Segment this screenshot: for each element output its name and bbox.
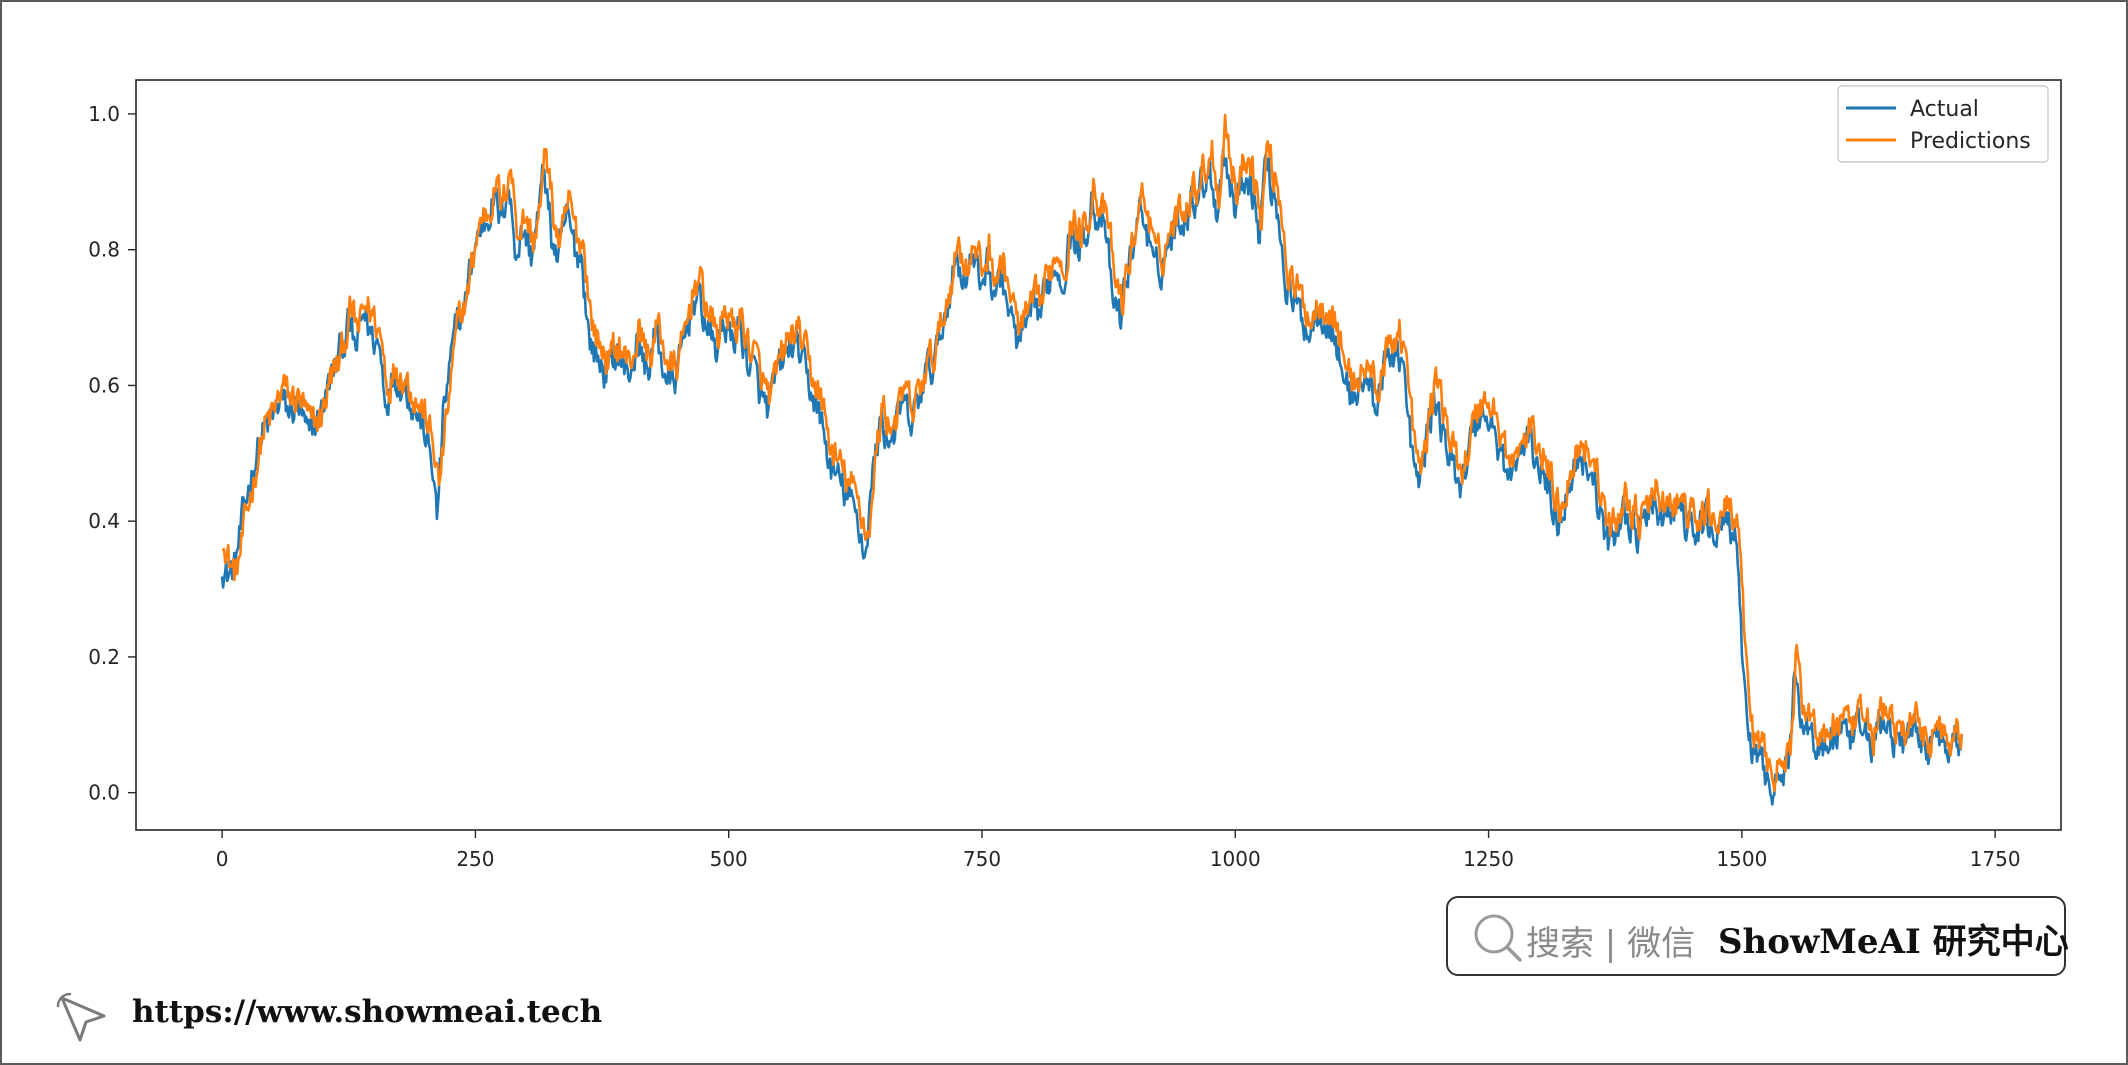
x-tick-label: 1750 bbox=[1970, 847, 2021, 871]
x-tick-label: 1250 bbox=[1463, 847, 1514, 871]
brand-badge: 搜索 | 微信 ShowMeAI 研究中心 bbox=[1446, 896, 2069, 976]
y-tick-label: 0.0 bbox=[88, 781, 120, 805]
y-axis: 0.0 0.2 0.4 0.6 0.8 1.0 bbox=[88, 102, 136, 805]
axes-frame bbox=[135, 79, 2062, 831]
y-tick-label: 1.0 bbox=[88, 102, 120, 126]
x-tick-label: 0 bbox=[216, 847, 229, 871]
y-tick-label: 0.2 bbox=[88, 645, 120, 669]
y-tick-label: 0.8 bbox=[88, 238, 120, 262]
y-tick-label: 0.6 bbox=[88, 373, 120, 397]
x-tick-label: 750 bbox=[963, 847, 1001, 871]
plot-area bbox=[136, 80, 2061, 830]
brand-name: ShowMeAI 研究中心 bbox=[1718, 922, 2069, 962]
legend-box bbox=[1837, 85, 2049, 163]
footer-url[interactable]: https://www.showmeai.tech bbox=[132, 994, 603, 1030]
legend: Actual Predictions bbox=[1837, 85, 2049, 163]
x-tick-label: 500 bbox=[710, 847, 748, 871]
y-tick-label: 0.4 bbox=[88, 509, 120, 533]
x-tick-label: 250 bbox=[456, 847, 494, 871]
x-tick-label: 1000 bbox=[1210, 847, 1261, 871]
line-chart: 0 250 500 750 1000 1250 1500 1750 0.00.20.40.60… bbox=[88, 79, 2062, 871]
legend-label-actual: Actual bbox=[1910, 97, 1979, 122]
series-layer bbox=[220, 113, 1963, 806]
cursor-icon bbox=[56, 992, 106, 1042]
search-icon bbox=[1474, 914, 1522, 962]
legend-label-predictions: Predictions bbox=[1910, 129, 2031, 154]
brand-search-text: 搜索 | 微信 bbox=[1526, 924, 1696, 964]
x-tick-label: 1500 bbox=[1716, 847, 1767, 871]
x-axis: 0 250 500 750 1000 1250 1500 1750 bbox=[216, 830, 2021, 871]
series-line-predictions bbox=[221, 113, 1963, 793]
